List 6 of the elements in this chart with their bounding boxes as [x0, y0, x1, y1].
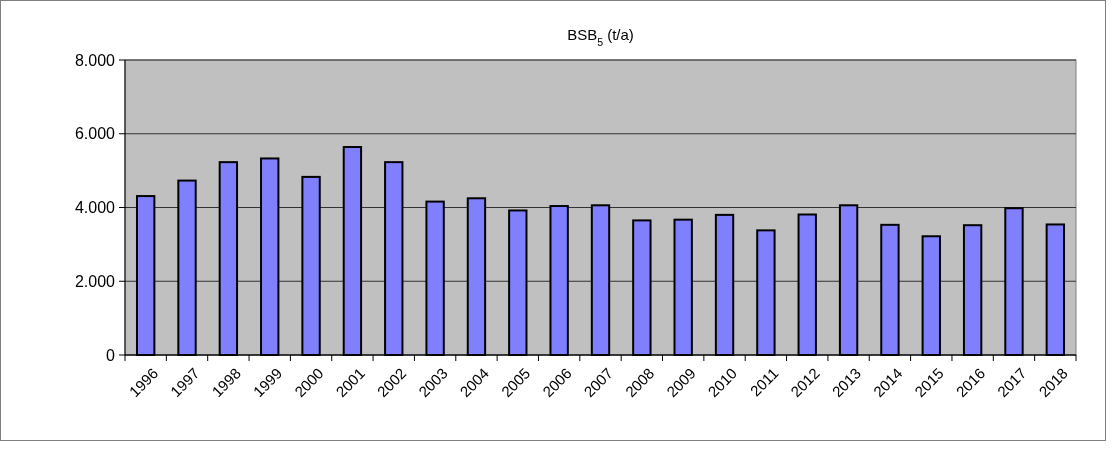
y-tick-label: 0 [106, 346, 116, 364]
y-tick-label: 4.000 [74, 199, 116, 217]
y-tick-label: 6.000 [74, 125, 116, 143]
y-tick-label: 8.000 [74, 51, 116, 69]
y-tick-label: 2.000 [74, 272, 116, 290]
chart-title: BSB$_{5}$ (t/a) [567, 26, 634, 48]
